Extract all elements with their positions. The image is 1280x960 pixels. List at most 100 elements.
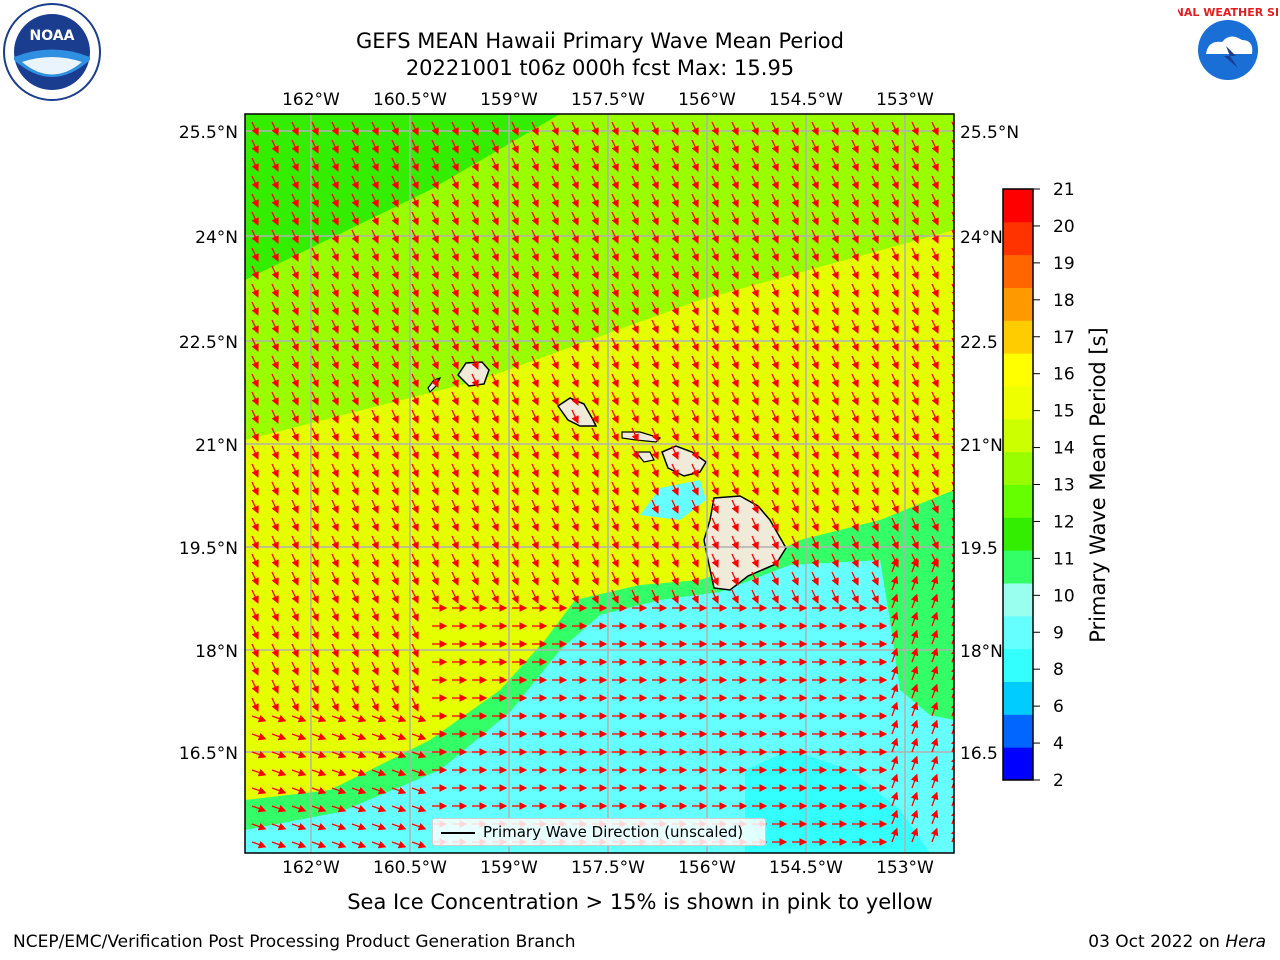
wave-arrow: [931, 175, 939, 190]
wave-arrow: [331, 445, 339, 460]
wave-arrow: [671, 517, 679, 532]
wave-arrow: [411, 427, 419, 442]
colorbar-tick-label: 20: [1053, 217, 1075, 237]
wave-arrow: [311, 121, 319, 136]
wave-arrow: [531, 301, 539, 316]
wave-arrow: [271, 535, 279, 550]
wave-arrow: [431, 319, 439, 334]
wave-arrow: [671, 157, 679, 172]
footer-date: 03 Oct 2022 on Hera: [1088, 932, 1266, 952]
wave-arrow: [291, 301, 299, 316]
wave-arrow: [371, 175, 379, 190]
wave-arrow: [411, 211, 419, 226]
wave-arrow: [811, 175, 819, 190]
wave-arrow: [571, 517, 579, 532]
wave-arrow: [651, 337, 659, 352]
lon-tick-top: 153°W: [876, 90, 934, 110]
wave-arrow: [491, 337, 499, 352]
wave-arrow: [891, 175, 899, 190]
lat-tick-right: 18°N: [960, 642, 1003, 662]
colorbar-segment: [1003, 287, 1033, 321]
wave-arrow: [271, 499, 279, 514]
wave-arrow: [471, 391, 479, 406]
wave-arrow: [951, 427, 954, 442]
wave-arrow: [851, 283, 859, 298]
wave-arrow: [311, 499, 319, 514]
wave-arrow: [331, 499, 339, 514]
wave-arrow: [811, 139, 819, 154]
wave-arrow: [631, 481, 639, 496]
wave-arrow: [311, 301, 319, 316]
wave-arrow: [891, 229, 899, 244]
wave-arrow: [591, 229, 599, 244]
wave-arrow: [611, 391, 619, 406]
wave-arrow: [391, 121, 399, 136]
wave-arrow: [931, 499, 939, 514]
wave-arrow: [811, 373, 819, 388]
wave-arrow: [431, 265, 439, 280]
lat-tick-left: 24°N: [195, 228, 238, 248]
wave-arrow: [511, 445, 519, 460]
colorbar: [1003, 189, 1033, 781]
wave-arrow: [931, 409, 939, 424]
wave-arrow: [371, 391, 379, 406]
wave-arrow: [851, 247, 859, 262]
wave-arrow: [371, 553, 379, 568]
wave-arrow: [791, 175, 799, 190]
wave-arrow: [951, 355, 954, 370]
wave-arrow: [951, 445, 954, 460]
wave-arrow: [911, 355, 919, 370]
wave-arrow: [371, 301, 379, 316]
wave-arrow: [631, 445, 639, 460]
wave-arrow: [431, 121, 439, 136]
wave-arrow: [911, 319, 919, 334]
wave-arrow: [711, 481, 719, 496]
wave-arrow: [811, 427, 819, 442]
wave-arrow: [571, 553, 579, 568]
wave-arrow: [791, 121, 799, 136]
lat-tick-left: 18°N: [195, 642, 238, 662]
wave-arrow: [871, 283, 879, 298]
wave-arrow: [711, 463, 719, 478]
wave-arrow: [651, 229, 659, 244]
nws-logo-text: NATIONAL WEATHER SERVICE: [1178, 6, 1278, 19]
wave-arrow: [611, 535, 619, 550]
colorbar-segment: [1003, 583, 1033, 617]
wave-arrow: [951, 229, 954, 244]
wave-arrow: [791, 391, 799, 406]
wave-arrow: [411, 265, 419, 280]
wave-arrow: [331, 157, 339, 172]
wave-arrow: [811, 319, 819, 334]
wave-arrow: [551, 445, 559, 460]
wave-arrow: [851, 391, 859, 406]
wave-arrow: [291, 265, 299, 280]
colorbar-segment: [1003, 747, 1033, 781]
wave-arrow: [651, 319, 659, 334]
wave-arrow: [931, 157, 939, 172]
wave-arrow: [871, 409, 879, 424]
wave-arrow: [691, 193, 699, 208]
wave-arrow: [571, 445, 579, 460]
wave-arrow: [791, 427, 799, 442]
wave-arrow: [751, 427, 759, 442]
wave-arrow: [291, 319, 299, 334]
lon-tick-top: 156°W: [678, 90, 736, 110]
wave-arrow: [751, 463, 759, 478]
wave-arrow: [791, 535, 799, 550]
wave-arrow: [551, 211, 559, 226]
wave-arrow: [531, 373, 539, 388]
wave-arrow: [591, 463, 599, 478]
colorbar-tick-label: 13: [1053, 476, 1075, 496]
wave-arrow: [271, 247, 279, 262]
colorbar-tick-label: 8: [1053, 660, 1064, 680]
wave-arrow: [511, 247, 519, 262]
wave-arrow: [631, 175, 639, 190]
wave-arrow: [531, 247, 539, 262]
wave-arrow: [391, 301, 399, 316]
lat-tick-right: 16.5: [960, 744, 998, 764]
wave-arrow: [291, 121, 299, 136]
wave-arrow: [471, 211, 479, 226]
wave-arrow: [411, 229, 419, 244]
wave-arrow: [551, 175, 559, 190]
